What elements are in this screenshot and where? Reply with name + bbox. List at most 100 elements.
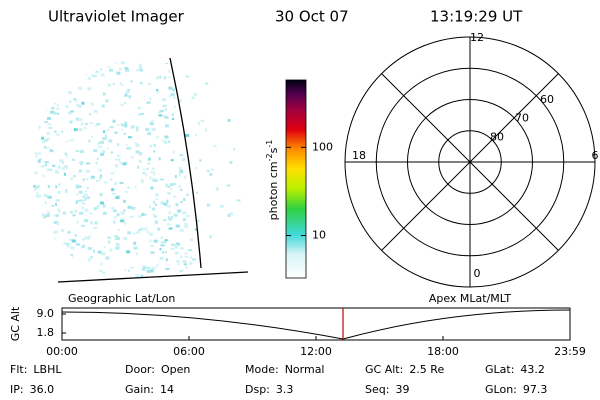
pixel bbox=[171, 113, 174, 117]
pixel bbox=[110, 172, 115, 175]
pixel bbox=[55, 258, 60, 261]
pixel bbox=[105, 282, 107, 285]
pixel bbox=[79, 150, 84, 154]
pixel bbox=[191, 258, 196, 261]
pixel bbox=[45, 102, 50, 105]
pixel bbox=[56, 222, 60, 226]
pixel bbox=[48, 80, 52, 84]
pixel bbox=[114, 131, 118, 134]
pixel bbox=[166, 223, 171, 226]
pixel bbox=[46, 116, 51, 120]
pixel bbox=[153, 150, 156, 153]
pixel bbox=[55, 169, 58, 172]
pixel bbox=[49, 77, 53, 81]
pixel bbox=[64, 267, 68, 271]
field-value: 97.3 bbox=[523, 383, 548, 396]
pixel bbox=[130, 156, 134, 159]
field-label: Seq: bbox=[365, 383, 389, 396]
pixel bbox=[141, 60, 145, 61]
pixel bbox=[51, 204, 55, 207]
pixel bbox=[46, 212, 50, 216]
pixel bbox=[121, 123, 126, 126]
pixel bbox=[40, 165, 45, 168]
pixel bbox=[161, 98, 166, 102]
pixel bbox=[30, 246, 35, 250]
pixel bbox=[158, 277, 163, 280]
pixel bbox=[168, 217, 172, 221]
pixel bbox=[168, 94, 171, 97]
pixel bbox=[158, 114, 163, 117]
pixel bbox=[228, 100, 233, 103]
polar-ring bbox=[344, 36, 596, 288]
pixel bbox=[138, 229, 142, 232]
pixel bbox=[248, 114, 250, 117]
pixel bbox=[150, 120, 154, 124]
pixel bbox=[44, 200, 47, 204]
pixel bbox=[58, 165, 61, 169]
pixel bbox=[44, 164, 47, 167]
pixel bbox=[227, 118, 231, 122]
pixel bbox=[79, 199, 84, 202]
pixel bbox=[78, 199, 82, 202]
pixel bbox=[87, 258, 91, 262]
pixel bbox=[191, 96, 195, 100]
pixel bbox=[74, 60, 79, 63]
pixel bbox=[122, 209, 126, 212]
pixel bbox=[147, 157, 151, 161]
pixel bbox=[131, 206, 136, 210]
pixel bbox=[108, 68, 113, 72]
pixel bbox=[233, 260, 238, 264]
pixel bbox=[170, 216, 173, 220]
pixel bbox=[93, 227, 98, 230]
pixel bbox=[179, 170, 184, 174]
pixel bbox=[83, 72, 87, 76]
pixel bbox=[184, 252, 188, 255]
pixel bbox=[103, 246, 106, 249]
pixel bbox=[70, 177, 73, 181]
lat-label: 60 bbox=[540, 93, 554, 106]
pixel bbox=[70, 110, 75, 113]
pixel bbox=[72, 214, 76, 217]
pixel bbox=[70, 246, 75, 250]
pixel bbox=[148, 82, 151, 85]
time-tick-label: 18:00 bbox=[427, 345, 459, 358]
pixel bbox=[30, 65, 34, 68]
pixel bbox=[184, 255, 189, 258]
pixel bbox=[165, 267, 170, 270]
pixel bbox=[226, 66, 231, 70]
pixel bbox=[53, 237, 56, 240]
pixel bbox=[154, 220, 158, 224]
pixel bbox=[155, 76, 159, 80]
pixel bbox=[236, 199, 241, 202]
pixel bbox=[126, 147, 130, 150]
pixel bbox=[127, 269, 130, 272]
pixel bbox=[80, 122, 84, 126]
pixel bbox=[83, 275, 87, 278]
pixel bbox=[57, 69, 62, 73]
pixel bbox=[73, 98, 77, 101]
pixel bbox=[95, 179, 100, 182]
pixel bbox=[145, 127, 150, 131]
pixel bbox=[90, 256, 94, 259]
image-pixels bbox=[30, 60, 250, 285]
pixel bbox=[127, 88, 131, 92]
pixel bbox=[150, 171, 154, 174]
pixel bbox=[133, 281, 135, 284]
pixel bbox=[224, 248, 228, 252]
pixel bbox=[168, 227, 173, 230]
field-value: 39 bbox=[395, 383, 409, 396]
pixel bbox=[197, 276, 200, 280]
pixel bbox=[152, 213, 155, 217]
pixel bbox=[178, 171, 181, 174]
pixel bbox=[179, 228, 184, 232]
pixel bbox=[105, 256, 110, 260]
pixel bbox=[89, 113, 92, 116]
pixel bbox=[119, 82, 122, 86]
pixel bbox=[116, 213, 120, 217]
pixel bbox=[116, 195, 120, 198]
pixel bbox=[83, 219, 88, 223]
pixel bbox=[149, 121, 154, 125]
pixel bbox=[34, 263, 39, 267]
pixel bbox=[154, 203, 157, 206]
